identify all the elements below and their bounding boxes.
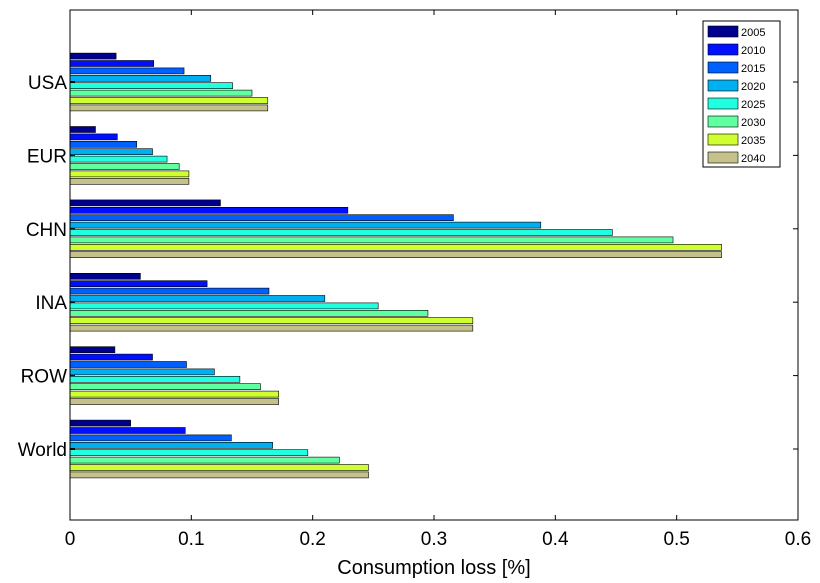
legend-swatch-2030 xyxy=(707,115,739,128)
bar-row-2030 xyxy=(69,383,261,391)
legend-swatch-2020 xyxy=(707,79,739,92)
bar-chn-2005 xyxy=(69,199,221,207)
bar-usa-2030 xyxy=(69,89,253,97)
bar-world-2005 xyxy=(69,419,131,427)
bar-ina-2010 xyxy=(69,280,208,288)
bar-ina-2030 xyxy=(69,309,429,317)
x-axis-ticks: 0 0.1 0.2 0.3 0.4 0.5 0.6 xyxy=(65,10,811,550)
bar-eur-2015 xyxy=(69,141,138,148)
legend-swatch-2010 xyxy=(707,43,739,56)
legend-swatch-2035 xyxy=(707,133,739,146)
x-tick-label: 0.6 xyxy=(785,529,811,550)
bar-row-2020 xyxy=(69,368,215,376)
bar-ina-2020 xyxy=(69,295,326,302)
bar-chn-2030 xyxy=(69,236,674,244)
bar-usa-2005 xyxy=(69,52,117,60)
x-tick-label: 0 xyxy=(65,529,76,550)
bar-row-2005 xyxy=(69,346,116,354)
bar-chn-2040 xyxy=(69,251,722,258)
x-tick-label: 0.2 xyxy=(299,529,325,550)
x-axis-title: Consumption loss [%] xyxy=(337,557,530,579)
bar-chn-2035 xyxy=(69,244,722,251)
bar-world-2015 xyxy=(69,434,232,442)
bar-world-2020 xyxy=(69,441,273,449)
legend: 2005 2010 2015 2020 2025 2030 2035 2040 xyxy=(702,20,781,168)
bar-ina-2035 xyxy=(69,317,474,325)
bar-eur-2040 xyxy=(69,178,190,185)
legend-swatch-2005 xyxy=(707,25,739,38)
x-tick-label: 0.5 xyxy=(663,529,689,550)
legend-label-2010: 2010 xyxy=(741,45,765,57)
bar-world-2025 xyxy=(69,449,309,457)
bar-row-2015 xyxy=(69,361,187,368)
bar-eur-2020 xyxy=(69,148,153,155)
legend-label-2005: 2005 xyxy=(741,27,765,39)
bar-eur-2035 xyxy=(69,170,190,178)
bar-usa-2035 xyxy=(69,97,269,104)
y-tick-label-row: ROW xyxy=(21,367,68,388)
bar-row-2025 xyxy=(69,375,241,383)
bar-row-2035 xyxy=(69,390,279,398)
legend-label-2030: 2030 xyxy=(741,117,765,129)
bar-eur-2025 xyxy=(69,155,168,163)
legend-label-2015: 2015 xyxy=(741,63,765,75)
bar-ina-2040 xyxy=(69,324,474,332)
bar-chn-2015 xyxy=(69,214,454,221)
bar-world-2030 xyxy=(69,456,340,464)
bar-usa-2040 xyxy=(69,104,269,112)
bar-usa-2015 xyxy=(69,67,185,75)
bar-chn-2010 xyxy=(69,207,349,214)
bar-world-2035 xyxy=(69,464,369,471)
bar-ina-2015 xyxy=(69,287,270,295)
bar-usa-2020 xyxy=(69,75,212,82)
bar-usa-2010 xyxy=(69,60,155,67)
bar-ina-2005 xyxy=(69,272,141,280)
x-tick-label: 0.4 xyxy=(542,529,569,550)
legend-swatch-2015 xyxy=(707,61,739,74)
legend-label-2020: 2020 xyxy=(741,81,765,93)
bar-row-2010 xyxy=(69,353,153,361)
legend-label-2035: 2035 xyxy=(741,135,765,147)
bar-world-2040 xyxy=(69,471,369,479)
y-tick-label-usa: USA xyxy=(28,73,67,94)
bar-world-2010 xyxy=(69,427,186,434)
bar-ina-2025 xyxy=(69,302,379,310)
bar-chn-2020 xyxy=(69,221,542,229)
bars-group xyxy=(69,52,722,479)
bar-eur-2030 xyxy=(69,163,180,170)
bar-eur-2010 xyxy=(69,133,118,141)
legend-label-2025: 2025 xyxy=(741,99,765,111)
bar-row-2040 xyxy=(69,398,279,405)
x-tick-label: 0.1 xyxy=(178,529,204,550)
y-tick-label-chn: CHN xyxy=(26,220,67,241)
legend-label-2040: 2040 xyxy=(741,153,765,165)
legend-swatch-2025 xyxy=(707,97,739,110)
legend-swatch-2040 xyxy=(707,151,739,164)
y-tick-label-world: World xyxy=(18,440,67,461)
y-tick-label-ina: INA xyxy=(35,293,67,314)
bar-usa-2025 xyxy=(69,82,233,89)
bar-eur-2005 xyxy=(69,126,96,133)
y-axis-ticks: USA EUR CHN INA ROW World xyxy=(18,73,798,461)
plot-frame xyxy=(69,9,799,521)
y-tick-label-eur: EUR xyxy=(27,146,67,167)
x-tick-label: 0.3 xyxy=(421,529,447,550)
bar-chn-2025 xyxy=(69,229,613,236)
